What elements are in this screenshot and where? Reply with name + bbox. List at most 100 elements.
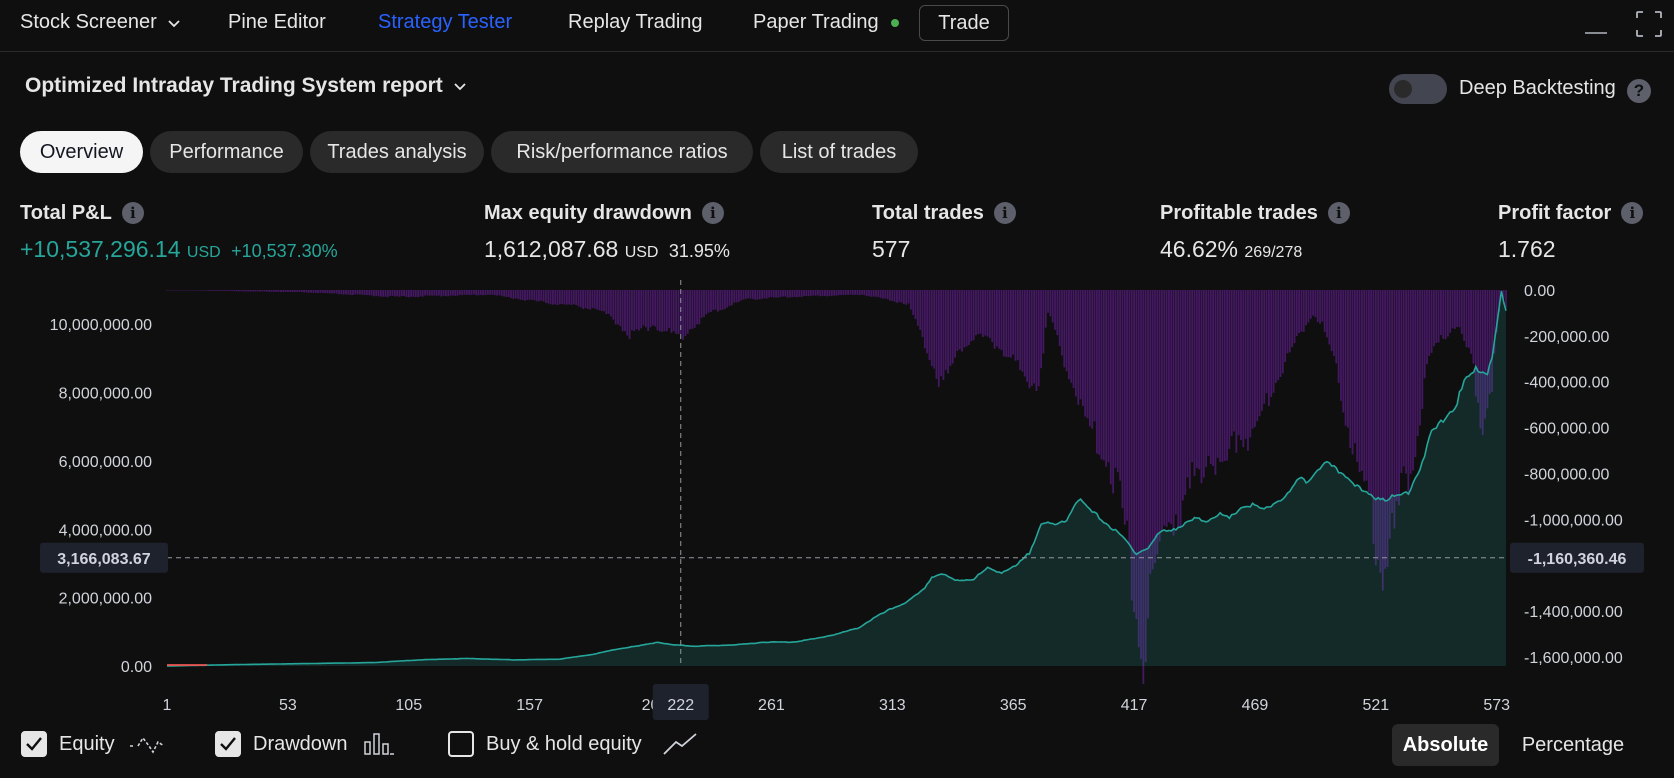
drawdown-bar — [321, 290, 324, 293]
drawdown-bar — [1216, 290, 1219, 458]
drawdown-bar — [1054, 290, 1056, 330]
drawdown-bar — [1000, 290, 1003, 350]
drawdown-bar — [596, 290, 598, 310]
profitable-trades-value: 46.62% — [1160, 236, 1239, 262]
drawdown-bar — [384, 290, 387, 297]
drawdown-bar — [1102, 290, 1105, 461]
drawdown-bar — [289, 290, 292, 292]
report-title-dropdown[interactable]: Optimized Intraday Trading System report — [25, 74, 467, 98]
drawdown-bar — [1288, 290, 1291, 353]
drawdown-bar — [514, 290, 517, 299]
drawdown-bar — [528, 290, 531, 300]
absolute-button[interactable]: Absolute — [1392, 724, 1499, 766]
drawdown-bar — [1444, 290, 1447, 340]
drawdown-bar — [282, 290, 285, 292]
drawdown-bar — [177, 290, 180, 291]
minimize-icon[interactable] — [1583, 12, 1609, 36]
drawdown-bar — [307, 290, 310, 293]
drawdown-bar — [1337, 290, 1340, 383]
drawdown-bar — [445, 290, 447, 297]
drawdown-bar — [447, 290, 450, 297]
nav-pine-editor[interactable]: Pine Editor — [228, 11, 326, 33]
drawdown-bar — [1014, 290, 1017, 361]
drawdown-bar — [219, 290, 222, 291]
drawdown-bar — [1465, 290, 1468, 348]
drawdown-bar — [963, 290, 966, 348]
tab-list-of-trades[interactable]: List of trades — [760, 131, 918, 173]
drawdown-bar — [454, 290, 457, 296]
drawdown-bar — [1305, 290, 1307, 326]
tab-performance[interactable]: Performance — [150, 131, 303, 173]
drawdown-bar — [898, 290, 901, 303]
drawdown-bar — [535, 290, 538, 302]
drawdown-bar — [184, 290, 187, 291]
drawdown-bar — [979, 290, 982, 334]
drawdown-bar — [280, 290, 282, 292]
nav-stock-screener[interactable]: Stock Screener — [20, 0, 181, 45]
info-icon[interactable]: i — [1327, 202, 1350, 224]
percentage-button[interactable]: Percentage — [1521, 734, 1625, 756]
tab-risk-performance-ratios[interactable]: Risk/performance ratios — [491, 131, 753, 173]
drawdown-bar — [1488, 290, 1491, 394]
x-axis-tick: 469 — [1242, 697, 1269, 714]
drawdown-bar — [1198, 290, 1201, 470]
equity-checkbox[interactable] — [21, 731, 47, 757]
drawdown-bar — [1075, 290, 1077, 397]
drawdown-bar — [689, 290, 691, 330]
help-icon[interactable]: ? — [1627, 79, 1651, 103]
drawdown-bar — [459, 290, 461, 295]
drawdown-bar — [1063, 290, 1066, 368]
equity-drawdown-chart[interactable]: 10,000,000.00 8,000,000.00 6,000,000.00 4,0… — [0, 270, 1674, 720]
drawdown-bar — [886, 290, 889, 300]
max-drawdown-value: 1,612,087.68 — [484, 236, 619, 262]
drawdown-bar — [942, 290, 945, 381]
drawdown-bar — [698, 290, 701, 325]
trade-button[interactable]: Trade — [919, 5, 1009, 41]
info-icon[interactable]: i — [121, 202, 144, 224]
drawdown-bar — [1437, 290, 1440, 343]
drawdown-bar — [1261, 290, 1263, 411]
maximize-icon[interactable] — [1635, 10, 1663, 38]
tab-trades-analysis[interactable]: Trades analysis — [310, 131, 484, 173]
x-axis-tick: 573 — [1483, 697, 1510, 714]
drawdown-bar — [649, 290, 652, 328]
info-icon[interactable]: i — [993, 202, 1016, 224]
drawdown-bar — [900, 290, 903, 303]
nav-replay-trading[interactable]: Replay Trading — [568, 11, 703, 33]
drawdown-bar — [784, 290, 787, 297]
drawdown-bar — [361, 290, 364, 295]
tab-overview[interactable]: Overview — [20, 131, 143, 173]
drawdown-bar — [837, 290, 840, 296]
drawdown-bar — [363, 290, 366, 295]
profitable-trades-label: Profitable trades — [1160, 202, 1318, 224]
drawdown-bar — [452, 290, 454, 296]
drawdown-checkbox[interactable] — [215, 731, 241, 757]
drawdown-bar — [259, 290, 261, 292]
info-icon[interactable]: i — [701, 202, 724, 224]
drawdown-bar — [175, 290, 178, 291]
drawdown-bar — [326, 290, 329, 294]
drawdown-bar — [940, 290, 943, 377]
drawdown-bar — [758, 290, 761, 300]
drawdown-bar — [1123, 290, 1126, 525]
buy-hold-checkbox[interactable] — [448, 731, 474, 757]
drawdown-bar — [638, 290, 640, 331]
drawdown-bar — [561, 290, 564, 305]
drawdown-bar — [1458, 290, 1461, 328]
drawdown-bar — [1472, 290, 1475, 364]
drawdown-bar — [426, 290, 429, 296]
drawdown-bar — [835, 290, 838, 296]
drawdown-bar — [1423, 290, 1426, 379]
drawdown-bar — [817, 290, 819, 296]
info-icon[interactable]: i — [1621, 202, 1644, 224]
drawdown-bar — [1188, 290, 1191, 489]
drawdown-bar — [949, 290, 952, 366]
drawdown-bar — [1349, 290, 1352, 448]
drawdown-bar — [349, 290, 352, 295]
drawdown-bar — [1077, 290, 1080, 405]
nav-strategy-tester[interactable]: Strategy Tester — [378, 11, 513, 33]
crosshair-right-value: -1,160,360.46 — [1528, 551, 1627, 568]
deep-backtesting-toggle[interactable] — [1389, 74, 1447, 104]
drawdown-bar — [198, 290, 201, 291]
nav-paper-trading[interactable]: Paper Trading — [753, 0, 899, 45]
